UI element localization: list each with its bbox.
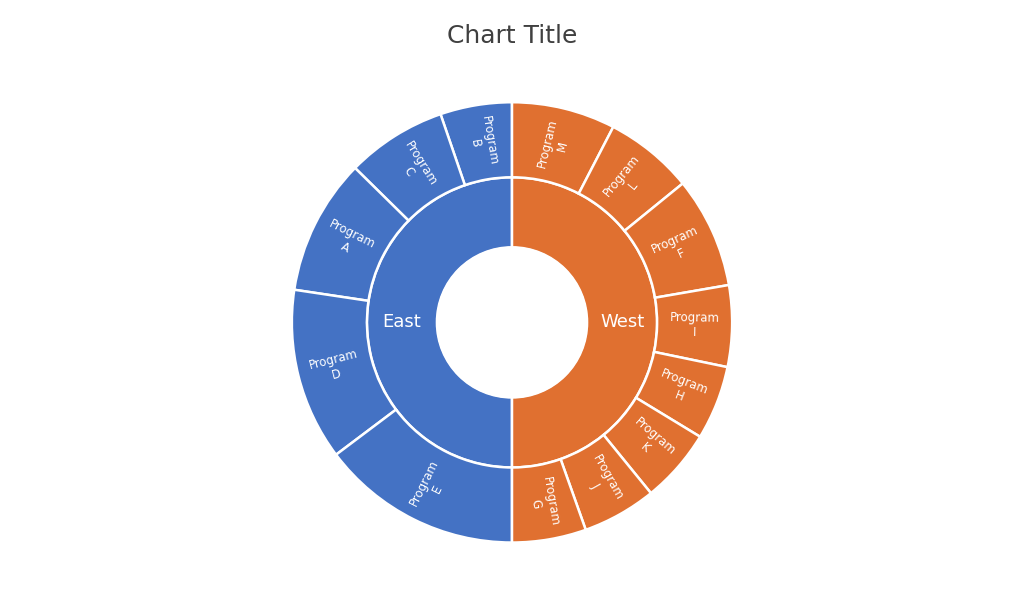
Text: Program
C: Program C [389, 139, 439, 196]
Text: Program
E: Program E [407, 457, 454, 515]
Wedge shape [654, 285, 732, 367]
Wedge shape [367, 177, 512, 467]
Wedge shape [512, 102, 613, 193]
Wedge shape [560, 435, 651, 530]
Wedge shape [625, 183, 729, 298]
Text: Program
A: Program A [321, 217, 377, 264]
Wedge shape [355, 114, 465, 221]
Wedge shape [636, 352, 727, 437]
Text: Program
I: Program I [670, 311, 720, 340]
Wedge shape [440, 102, 512, 185]
Wedge shape [512, 459, 586, 543]
Text: Program
M: Program M [536, 118, 574, 173]
Text: West: West [600, 313, 644, 331]
Wedge shape [579, 127, 683, 231]
Text: Program
J: Program J [578, 453, 626, 510]
Text: Program
L: Program L [601, 153, 654, 209]
Circle shape [437, 247, 587, 398]
Text: Program
D: Program D [307, 347, 362, 387]
Text: Program
F: Program F [650, 224, 707, 270]
Wedge shape [292, 290, 396, 455]
Wedge shape [294, 168, 409, 301]
Text: East: East [383, 313, 421, 331]
Wedge shape [603, 398, 700, 493]
Text: Program
B: Program B [464, 115, 500, 169]
Wedge shape [336, 410, 512, 543]
Text: Program
K: Program K [622, 416, 678, 469]
Text: Program
H: Program H [653, 367, 711, 411]
Text: Chart Title: Chart Title [446, 24, 578, 48]
Text: Program
G: Program G [525, 475, 561, 530]
Wedge shape [512, 177, 657, 467]
